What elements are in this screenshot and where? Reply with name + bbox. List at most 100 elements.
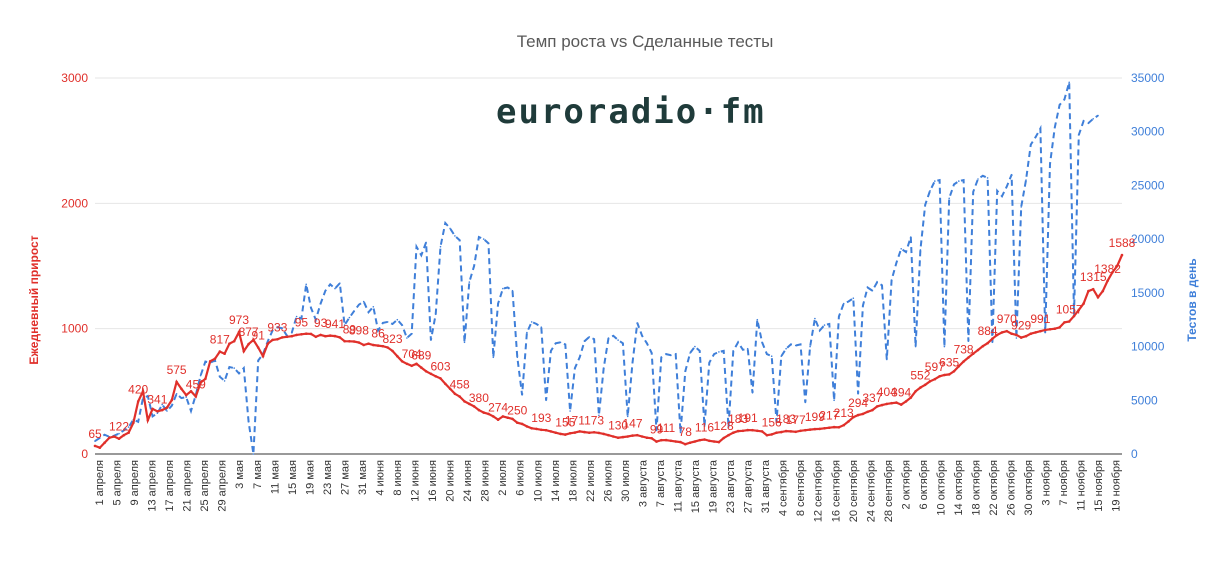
growth-point [117, 437, 121, 441]
growth-point [693, 440, 697, 443]
growth-point [280, 336, 284, 339]
y-right-tick-label: 35000 [1131, 71, 1165, 85]
x-tick-label: 13 апреля [147, 460, 159, 512]
tests-point [818, 329, 821, 332]
x-tick-label: 24 июня [462, 460, 474, 502]
tests-point [881, 284, 883, 287]
growth-point [180, 387, 183, 391]
tests-point [223, 380, 226, 382]
growth-point [439, 377, 442, 380]
tests-point [1034, 136, 1037, 138]
growth-point [266, 342, 270, 346]
growth-point [578, 430, 581, 433]
x-tick-label: 29 апреля [217, 460, 229, 512]
growth-point [875, 405, 879, 408]
x-tick-label: 11 августа [672, 459, 684, 512]
growth-point [717, 440, 721, 444]
growth-point [1115, 264, 1119, 268]
tests-point [439, 245, 442, 248]
growth-point [592, 431, 596, 434]
tests-point [857, 393, 859, 395]
data-label: 65 [88, 427, 102, 441]
growth-point [919, 386, 922, 389]
x-tick-label: 20 июня [445, 460, 457, 502]
growth-point [804, 428, 807, 432]
tests-point [367, 311, 370, 314]
data-label: 116 [695, 421, 714, 435]
growth-point [338, 336, 342, 339]
growth-point [564, 433, 567, 436]
growth-point [890, 401, 893, 405]
x-tick-label: 4 сентября [778, 460, 790, 516]
growth-point [1067, 320, 1071, 323]
growth-point [463, 400, 466, 403]
growth-point [218, 350, 222, 353]
growth-point [1077, 308, 1081, 312]
tests-point [468, 281, 471, 283]
growth-point [784, 429, 788, 433]
data-label: 552 [910, 369, 930, 383]
growth-point [981, 344, 985, 348]
x-tick-label: 14 октября [953, 460, 965, 516]
tests-point [626, 415, 629, 418]
tests-point [766, 353, 768, 355]
growth-point [458, 395, 462, 398]
tests-point [103, 433, 106, 436]
data-label: 459 [186, 378, 206, 392]
tests-point [732, 350, 735, 352]
growth-point [895, 401, 898, 404]
tests-point [559, 341, 562, 344]
data-label: 89 [343, 322, 357, 336]
tests-point [99, 437, 101, 439]
growth-point [122, 433, 126, 437]
tests-point [751, 392, 754, 394]
growth-point [189, 390, 193, 393]
tests-point [295, 315, 298, 318]
tests-point [171, 404, 173, 407]
tests-point [444, 222, 447, 224]
growth-point [799, 429, 802, 433]
growth-point [938, 375, 941, 378]
growth-point [640, 435, 644, 438]
data-label: 177 [786, 413, 806, 427]
tests-point [790, 343, 792, 346]
tests-point [785, 347, 787, 350]
tests-point [535, 323, 538, 325]
growth-point [631, 434, 634, 437]
tests-point [425, 241, 427, 244]
growth-point [506, 416, 510, 420]
tests-point [823, 324, 826, 326]
y-right-tick-label: 15000 [1131, 286, 1165, 300]
tests-point [511, 289, 514, 292]
data-label: 337 [862, 391, 882, 405]
x-tick-label: 31 мая [357, 460, 369, 495]
tests-point [929, 190, 931, 192]
tests-point [554, 342, 557, 345]
y-left-tick-label: 2000 [61, 196, 88, 210]
growth-point [165, 406, 169, 409]
tests-point [1097, 114, 1099, 117]
growth-point [511, 417, 514, 421]
tests-point [670, 354, 672, 357]
data-label: 404 [877, 385, 897, 399]
tests-point [1087, 122, 1090, 124]
growth-point [852, 415, 855, 419]
x-tick-label: 28 июня [480, 460, 492, 502]
growth-point [1120, 253, 1124, 257]
tests-point [943, 345, 946, 348]
growth-point [540, 428, 543, 432]
data-label: 111 [657, 421, 676, 435]
growth-point [434, 375, 438, 378]
growth-point [947, 373, 951, 376]
x-tick-label: 8 июня [392, 460, 404, 496]
tests-point [636, 322, 639, 324]
data-label: 274 [488, 401, 508, 415]
data-label: 877 [239, 325, 259, 339]
growth-point [530, 427, 533, 430]
data-label: 689 [411, 349, 431, 363]
tests-point [564, 343, 567, 346]
growth-point [909, 396, 913, 399]
growth-point [703, 438, 706, 441]
